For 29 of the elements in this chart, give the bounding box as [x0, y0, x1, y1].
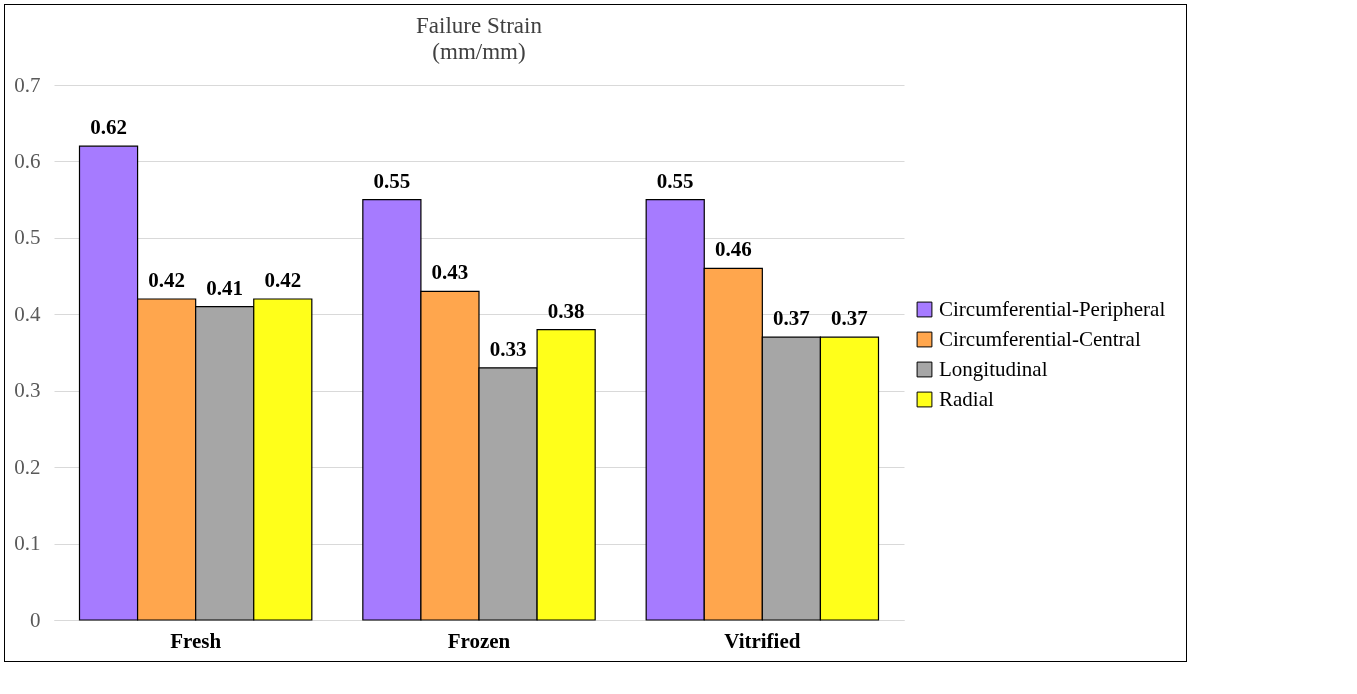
- y-tick-label: 0.3: [14, 378, 41, 403]
- y-tick-label: 0.7: [14, 72, 41, 97]
- data-label: 0.38: [547, 298, 585, 323]
- x-tick-label: Frozen: [447, 628, 511, 653]
- x-tick-label: Vitrified: [724, 628, 801, 653]
- legend-label: Circumferential-Central: [939, 326, 1141, 351]
- legend-label: Longitudinal: [939, 356, 1048, 381]
- data-label: 0.41: [206, 275, 244, 300]
- chart-title: Failure Strain: [416, 13, 543, 38]
- chart-subtitle: (mm/mm): [432, 39, 526, 64]
- x-tick-label: Fresh: [170, 628, 222, 653]
- data-label: 0.43: [431, 260, 469, 285]
- legend-label: Circumferential-Peripheral: [939, 296, 1166, 321]
- data-label: 0.42: [264, 268, 302, 292]
- data-label: 0.42: [148, 268, 185, 292]
- data-label: 0.37: [831, 306, 868, 331]
- data-label: 0.55: [656, 168, 694, 193]
- data-label: 0.46: [714, 237, 752, 262]
- y-tick-label: 0: [30, 607, 41, 632]
- y-tick-label: 0.2: [14, 454, 41, 479]
- data-label: 0.55: [373, 168, 411, 193]
- legend-label: Radial: [939, 386, 994, 411]
- y-tick-label: 0.1: [14, 531, 41, 556]
- y-tick-label: 0.6: [14, 148, 41, 173]
- data-label: 0.37: [773, 306, 810, 331]
- y-tick-label: 0.4: [14, 301, 41, 326]
- data-label: 0.62: [90, 115, 127, 140]
- data-label: 0.33: [489, 336, 527, 361]
- y-tick-label: 0.5: [14, 225, 41, 250]
